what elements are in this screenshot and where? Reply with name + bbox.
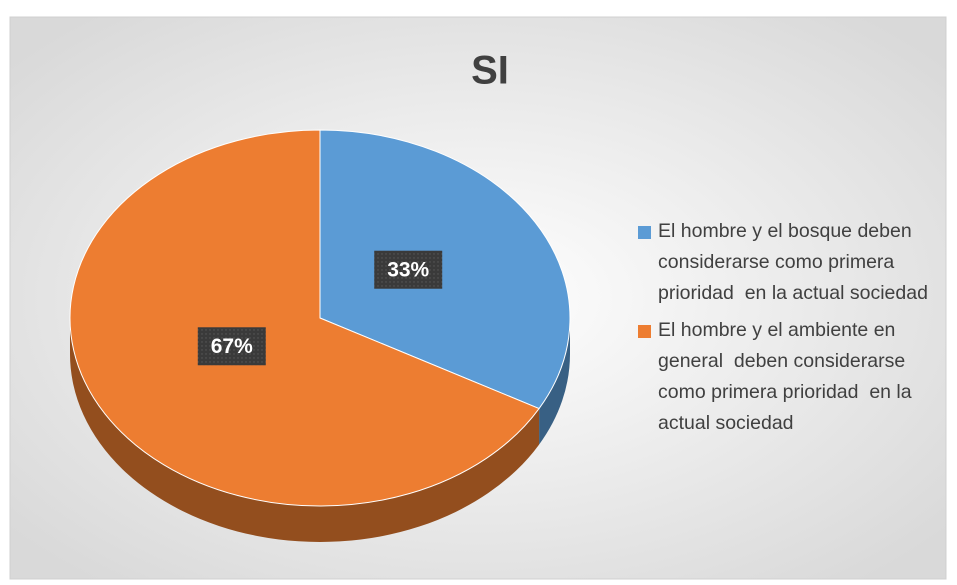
pie-slice	[319, 129, 571, 410]
data-label-box	[374, 250, 443, 289]
legend-swatch	[638, 226, 651, 239]
legend-swatch	[638, 325, 651, 338]
legend-label: El hombre y el bosque deben considerarse…	[658, 220, 928, 304]
pie-slice	[69, 129, 540, 507]
data-label: 67%	[211, 335, 253, 358]
data-label-box	[197, 327, 266, 366]
legend-label: El hombre y el ambiente en general deben…	[658, 319, 918, 434]
legend-item: El hombre y el ambiente en general deben…	[636, 315, 946, 439]
legend-item: El hombre y el bosque deben considerarse…	[636, 216, 946, 309]
pie-slice-side	[539, 318, 570, 445]
data-label: 33%	[387, 258, 429, 281]
pie-slice-side	[70, 318, 540, 543]
chart-title: SI	[471, 49, 509, 93]
legend: El hombre y el bosque deben considerarse…	[636, 216, 946, 445]
